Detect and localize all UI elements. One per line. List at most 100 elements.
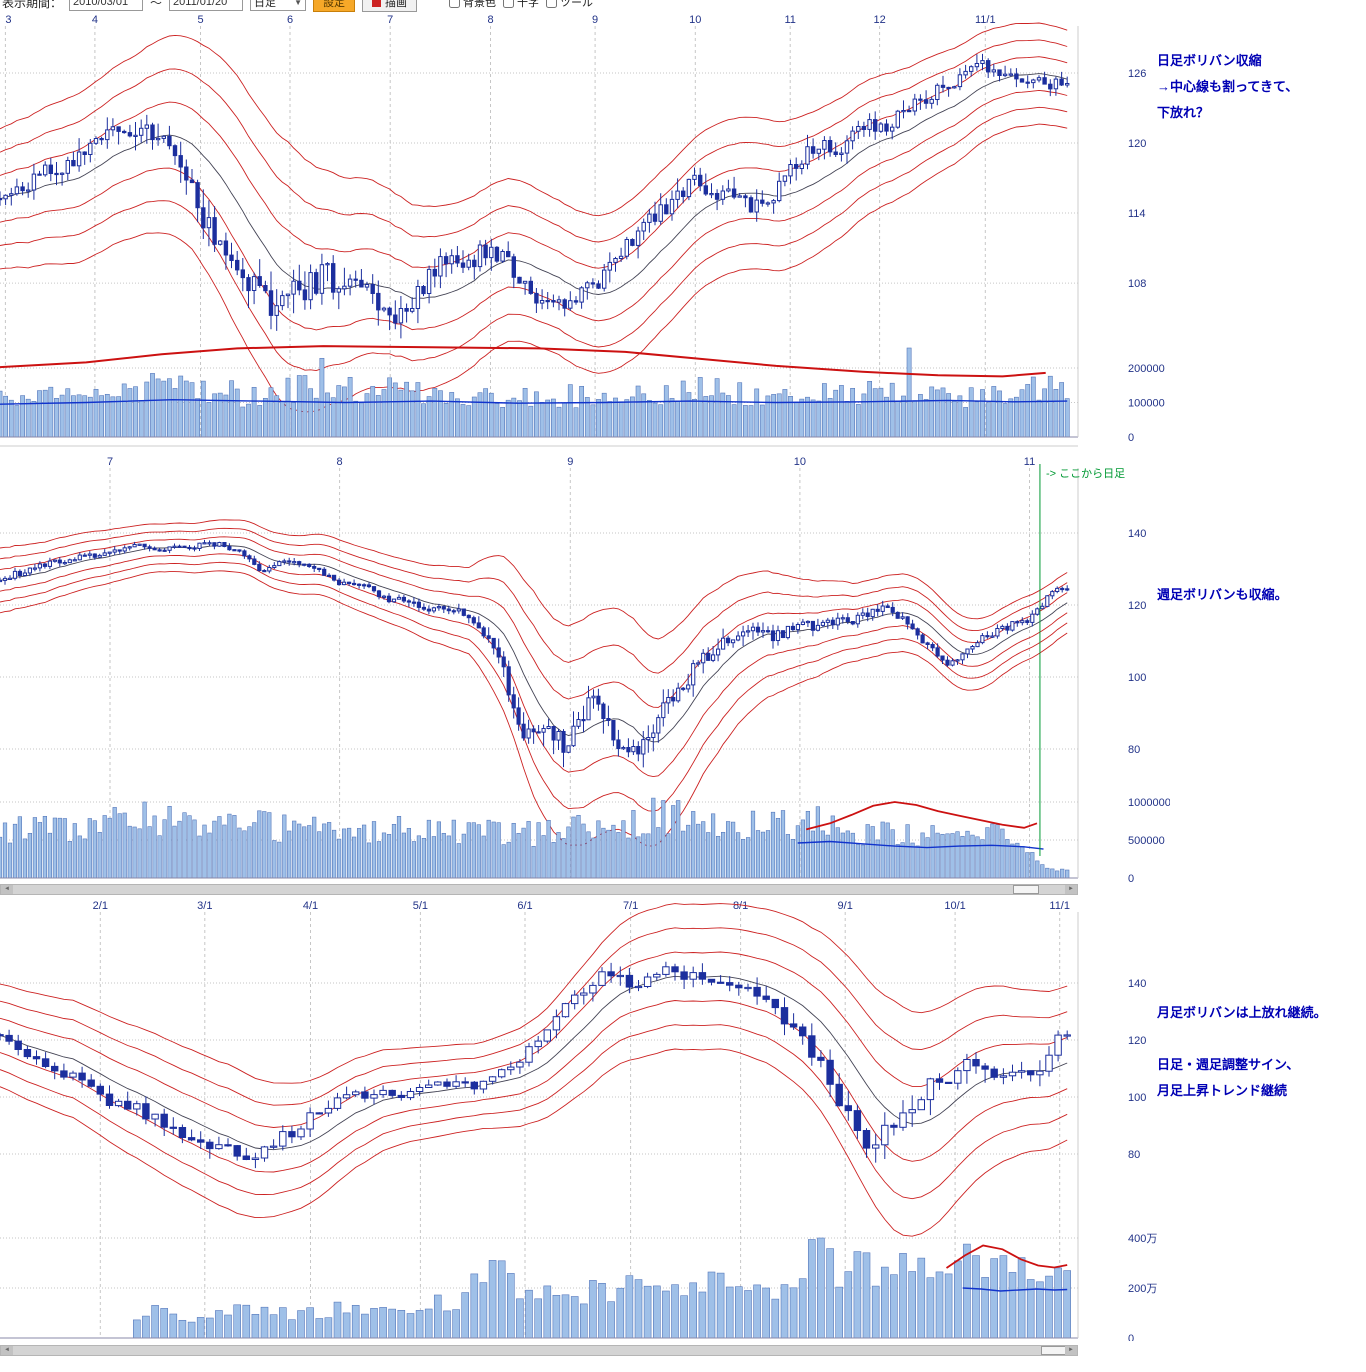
tools-checkbox-input[interactable] bbox=[546, 0, 558, 8]
x-axis-tick-label: 2/1 bbox=[93, 900, 108, 912]
bollinger-bands bbox=[0, 519, 1068, 847]
x-axis-tick-label: 3 bbox=[5, 14, 11, 26]
x-axis-tick-label: 5 bbox=[197, 14, 203, 26]
tools-checkbox[interactable]: ツール bbox=[546, 0, 593, 10]
volume-axis-label: 1000000 bbox=[1128, 797, 1170, 809]
axis-labels: 3 4 5 6 7 8 9 10 11 12 11/1 126 120 114 108 200000 10000… bbox=[5, 14, 1164, 444]
price-axis-label: 100 bbox=[1128, 1092, 1146, 1104]
daily-start-marker: -> ここから日足 bbox=[1039, 464, 1125, 856]
price-axis-label: 120 bbox=[1128, 600, 1146, 612]
weekly-scroll-thumb[interactable] bbox=[1013, 885, 1039, 894]
grid bbox=[0, 26, 1078, 437]
chevron-down-icon: ▼ bbox=[294, 0, 303, 7]
price-axis-label: 80 bbox=[1128, 744, 1140, 756]
x-axis-tick-label: 9 bbox=[567, 456, 573, 468]
monthly-chart-scrollbar[interactable]: ◄ ► bbox=[0, 1345, 1078, 1356]
weekly-chart-scrollbar[interactable]: ◄ ► bbox=[0, 884, 1078, 895]
x-axis-tick-label: 10 bbox=[794, 456, 806, 468]
x-axis-tick-label: 10 bbox=[689, 14, 701, 26]
x-axis-tick-label: 7 bbox=[387, 14, 393, 26]
x-axis-tick-label: 4/1 bbox=[303, 900, 318, 912]
volume-axis-label: 400万 bbox=[1128, 1233, 1157, 1245]
x-axis-tick-label: 8 bbox=[487, 14, 493, 26]
tools-checkbox-label: ツール bbox=[560, 0, 594, 9]
axis-labels: 2/1 3/1 4/1 5/1 6/1 7/1 8/1 9/1 10/1 11/1 140 120 10… bbox=[93, 900, 1158, 1341]
grid bbox=[0, 468, 1078, 878]
monthly-annotation-line: 月足ボリバンは上放れ継続。 bbox=[1157, 1005, 1327, 1020]
scroll-right-icon[interactable]: ► bbox=[1065, 885, 1077, 894]
x-axis-tick-label: 9 bbox=[592, 14, 598, 26]
x-axis-tick-label: 7/1 bbox=[623, 900, 638, 912]
toolbar-inner: 表示期間： ～ 日足 ▼ 設定 描画 背景色 十字 bbox=[2, 0, 593, 13]
weekly-annotation: 週足ボリバンも収縮。 bbox=[1157, 582, 1288, 608]
volume-axis-label: 0 bbox=[1128, 873, 1134, 882]
chart-icon bbox=[372, 0, 382, 7]
price-axis-label: 120 bbox=[1128, 138, 1146, 150]
x-axis-tick-label: 9/1 bbox=[838, 900, 853, 912]
x-axis-tick-label: 10/1 bbox=[944, 900, 965, 912]
volume-axis-label: 200万 bbox=[1128, 1283, 1157, 1295]
price-axis-label: 140 bbox=[1128, 978, 1146, 990]
toolbar: 表示期間： ～ 日足 ▼ 設定 描画 背景色 十字 bbox=[0, 0, 1366, 15]
x-axis-tick-label: 5/1 bbox=[413, 900, 428, 912]
bgcolor-checkbox-input[interactable] bbox=[449, 0, 461, 8]
scroll-left-icon[interactable]: ◄ bbox=[1, 885, 13, 894]
moving-average-lines bbox=[797, 801, 1044, 850]
daily-annotation-line: →中心線も割ってきて、 bbox=[1157, 79, 1299, 94]
daily-annotation-line: 日足ボリバン収縮 bbox=[1157, 53, 1262, 68]
daily-start-marker-label: -> ここから日足 bbox=[1046, 467, 1125, 480]
candles bbox=[0, 53, 1070, 339]
volume-bars bbox=[133, 1237, 1071, 1339]
x-axis-tick-label: 11 bbox=[1024, 456, 1035, 468]
x-axis-tick-label: 11/1 bbox=[975, 14, 996, 26]
x-axis-tick-label: 8/1 bbox=[733, 900, 748, 912]
volume-axis-label: 0 bbox=[1128, 1333, 1134, 1341]
scroll-right-icon[interactable]: ► bbox=[1065, 1346, 1077, 1355]
period-to-input[interactable] bbox=[169, 0, 244, 11]
volume-axis-label: 500000 bbox=[1128, 835, 1165, 847]
x-axis-tick-label: 11 bbox=[784, 14, 795, 26]
x-axis-tick-label: 6 bbox=[287, 14, 293, 26]
price-axis-label: 114 bbox=[1128, 208, 1146, 220]
moving-average-lines bbox=[0, 345, 1068, 405]
monthly-chart[interactable]: 2/1 3/1 4/1 5/1 6/1 7/1 8/1 9/1 10/1 11/1 140 120 10… bbox=[0, 897, 1170, 1341]
monthly-annotation-1: 月足ボリバンは上放れ継続。 bbox=[1157, 1000, 1327, 1026]
crosshair-checkbox-input[interactable] bbox=[503, 0, 515, 8]
candles bbox=[0, 539, 1070, 768]
axis-labels: 7 8 9 10 11 140 120 100 80 1000000 500000 0 bbox=[107, 456, 1170, 882]
bollinger-bands bbox=[0, 903, 1068, 1237]
draw-button[interactable]: 描画 bbox=[362, 0, 418, 12]
monthly-annotation-line: 日足・週足調整サイン、 bbox=[1157, 1057, 1300, 1072]
price-axis-label: 108 bbox=[1128, 278, 1146, 290]
weekly-annotation-line: 週足ボリバンも収縮。 bbox=[1157, 587, 1288, 602]
price-axis-label: 120 bbox=[1128, 1035, 1146, 1047]
settings-button[interactable]: 設定 bbox=[313, 0, 356, 12]
bgcolor-checkbox-label: 背景色 bbox=[463, 0, 497, 9]
period-from-input[interactable] bbox=[69, 0, 144, 11]
volume-axis-label: 100000 bbox=[1128, 398, 1165, 410]
weekly-chart[interactable]: 7 8 9 10 11 140 120 100 80 1000000 500000 0 -> ここから日… bbox=[0, 452, 1170, 882]
x-axis-tick-label: 11/1 bbox=[1049, 900, 1070, 912]
crosshair-checkbox[interactable]: 十字 bbox=[503, 0, 539, 10]
volume-axis-label: 200000 bbox=[1128, 363, 1165, 375]
x-axis-tick-label: 7 bbox=[107, 456, 113, 468]
monthly-scroll-thumb[interactable] bbox=[1041, 1346, 1067, 1355]
timeframe-select[interactable]: 日足 ▼ bbox=[250, 0, 307, 11]
volume-bars bbox=[0, 797, 1070, 879]
price-axis-label: 80 bbox=[1128, 1149, 1140, 1161]
x-axis-tick-label: 3/1 bbox=[197, 900, 212, 912]
monthly-annotation-line: 月足上昇トレンド継続 bbox=[1157, 1083, 1288, 1098]
volume-axis-label: 0 bbox=[1128, 432, 1134, 444]
scroll-left-icon[interactable]: ◄ bbox=[1, 1346, 13, 1355]
x-axis-tick-label: 12 bbox=[873, 14, 885, 26]
bollinger-bands bbox=[0, 22, 1068, 413]
x-axis-tick-label: 8 bbox=[337, 456, 343, 468]
period-label: 表示期間： bbox=[2, 0, 63, 10]
timeframe-value: 日足 bbox=[254, 0, 277, 9]
draw-button-label: 描画 bbox=[385, 0, 408, 9]
price-axis-label: 140 bbox=[1128, 528, 1146, 540]
price-axis-label: 100 bbox=[1128, 672, 1146, 684]
bgcolor-checkbox[interactable]: 背景色 bbox=[449, 0, 496, 10]
daily-chart[interactable]: 3 4 5 6 7 8 9 10 11 12 11/1 126 120 114 108 200000 10000… bbox=[0, 14, 1170, 450]
